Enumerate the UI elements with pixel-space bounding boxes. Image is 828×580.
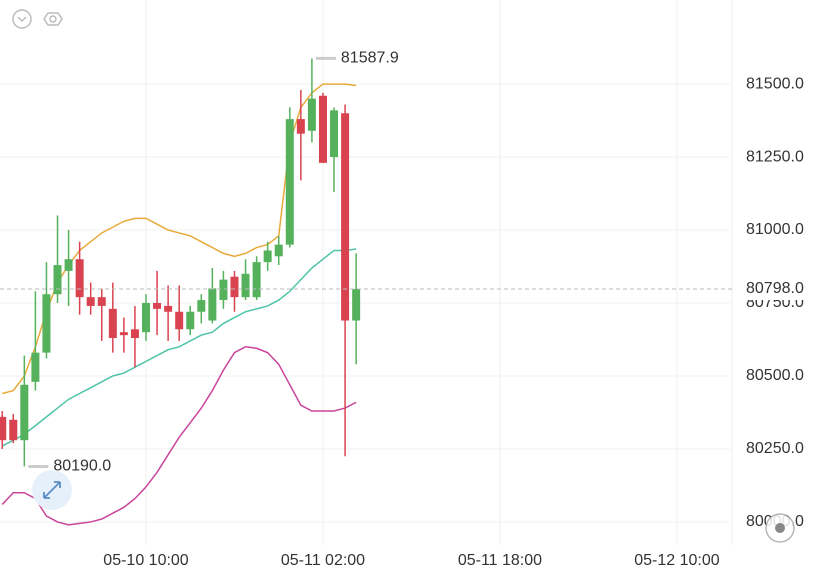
candle-body [285,119,294,245]
candle-body [142,303,150,333]
min-label: 80190.0 [53,458,111,475]
candle-body [208,288,217,321]
indicator-line [1,248,357,447]
collapse-button[interactable] [12,9,32,29]
candle-body [130,329,139,339]
candle-body [330,110,339,158]
candle-body [175,311,184,330]
x-tick-label: 05-10 10:00 [103,552,189,569]
candle-body [186,311,195,330]
last-price-label: 80798.0 [746,280,804,297]
y-tick-label: 81500.0 [746,75,804,92]
candle-body [20,384,29,441]
expand-button[interactable] [32,470,72,510]
candle-body [318,95,327,163]
y-tick-label: 81000.0 [746,221,804,238]
candle-body [0,416,7,441]
max-label: 81587.9 [341,50,399,67]
candle-body [252,262,261,298]
settings-button[interactable] [43,12,63,26]
candle-body [119,332,128,336]
last-price-box [736,277,826,300]
candle-body [274,244,283,257]
indicator-line [1,346,357,526]
candle-body [9,419,18,441]
candle-body [219,279,228,301]
y-tick-label: 80250.0 [746,440,804,457]
candle-body [108,308,117,339]
candle-body [352,288,361,321]
candle-body [230,276,239,298]
x-tick-label: 05-11 18:00 [458,552,542,569]
candle-body [53,265,62,295]
candle-body [75,259,84,298]
y-tick-label: 81250.0 [746,148,804,165]
candle-body [42,294,51,353]
candle-body [153,303,162,309]
corner-button[interactable] [765,513,795,543]
candle-body [263,250,272,263]
candle-body [97,297,106,306]
x-tick-label: 05-12 10:00 [634,552,720,569]
candle-body [31,352,40,382]
candle-body [341,113,350,321]
candle-body [296,119,305,134]
candle-body [197,300,206,312]
y-tick-label: 80500.0 [746,367,804,384]
candle-body [307,98,316,131]
candle-body [241,273,250,298]
candle-body [64,259,73,271]
x-tick-label: 05-11 02:00 [281,552,365,569]
candle-body [164,305,173,312]
candle-body [86,297,95,306]
